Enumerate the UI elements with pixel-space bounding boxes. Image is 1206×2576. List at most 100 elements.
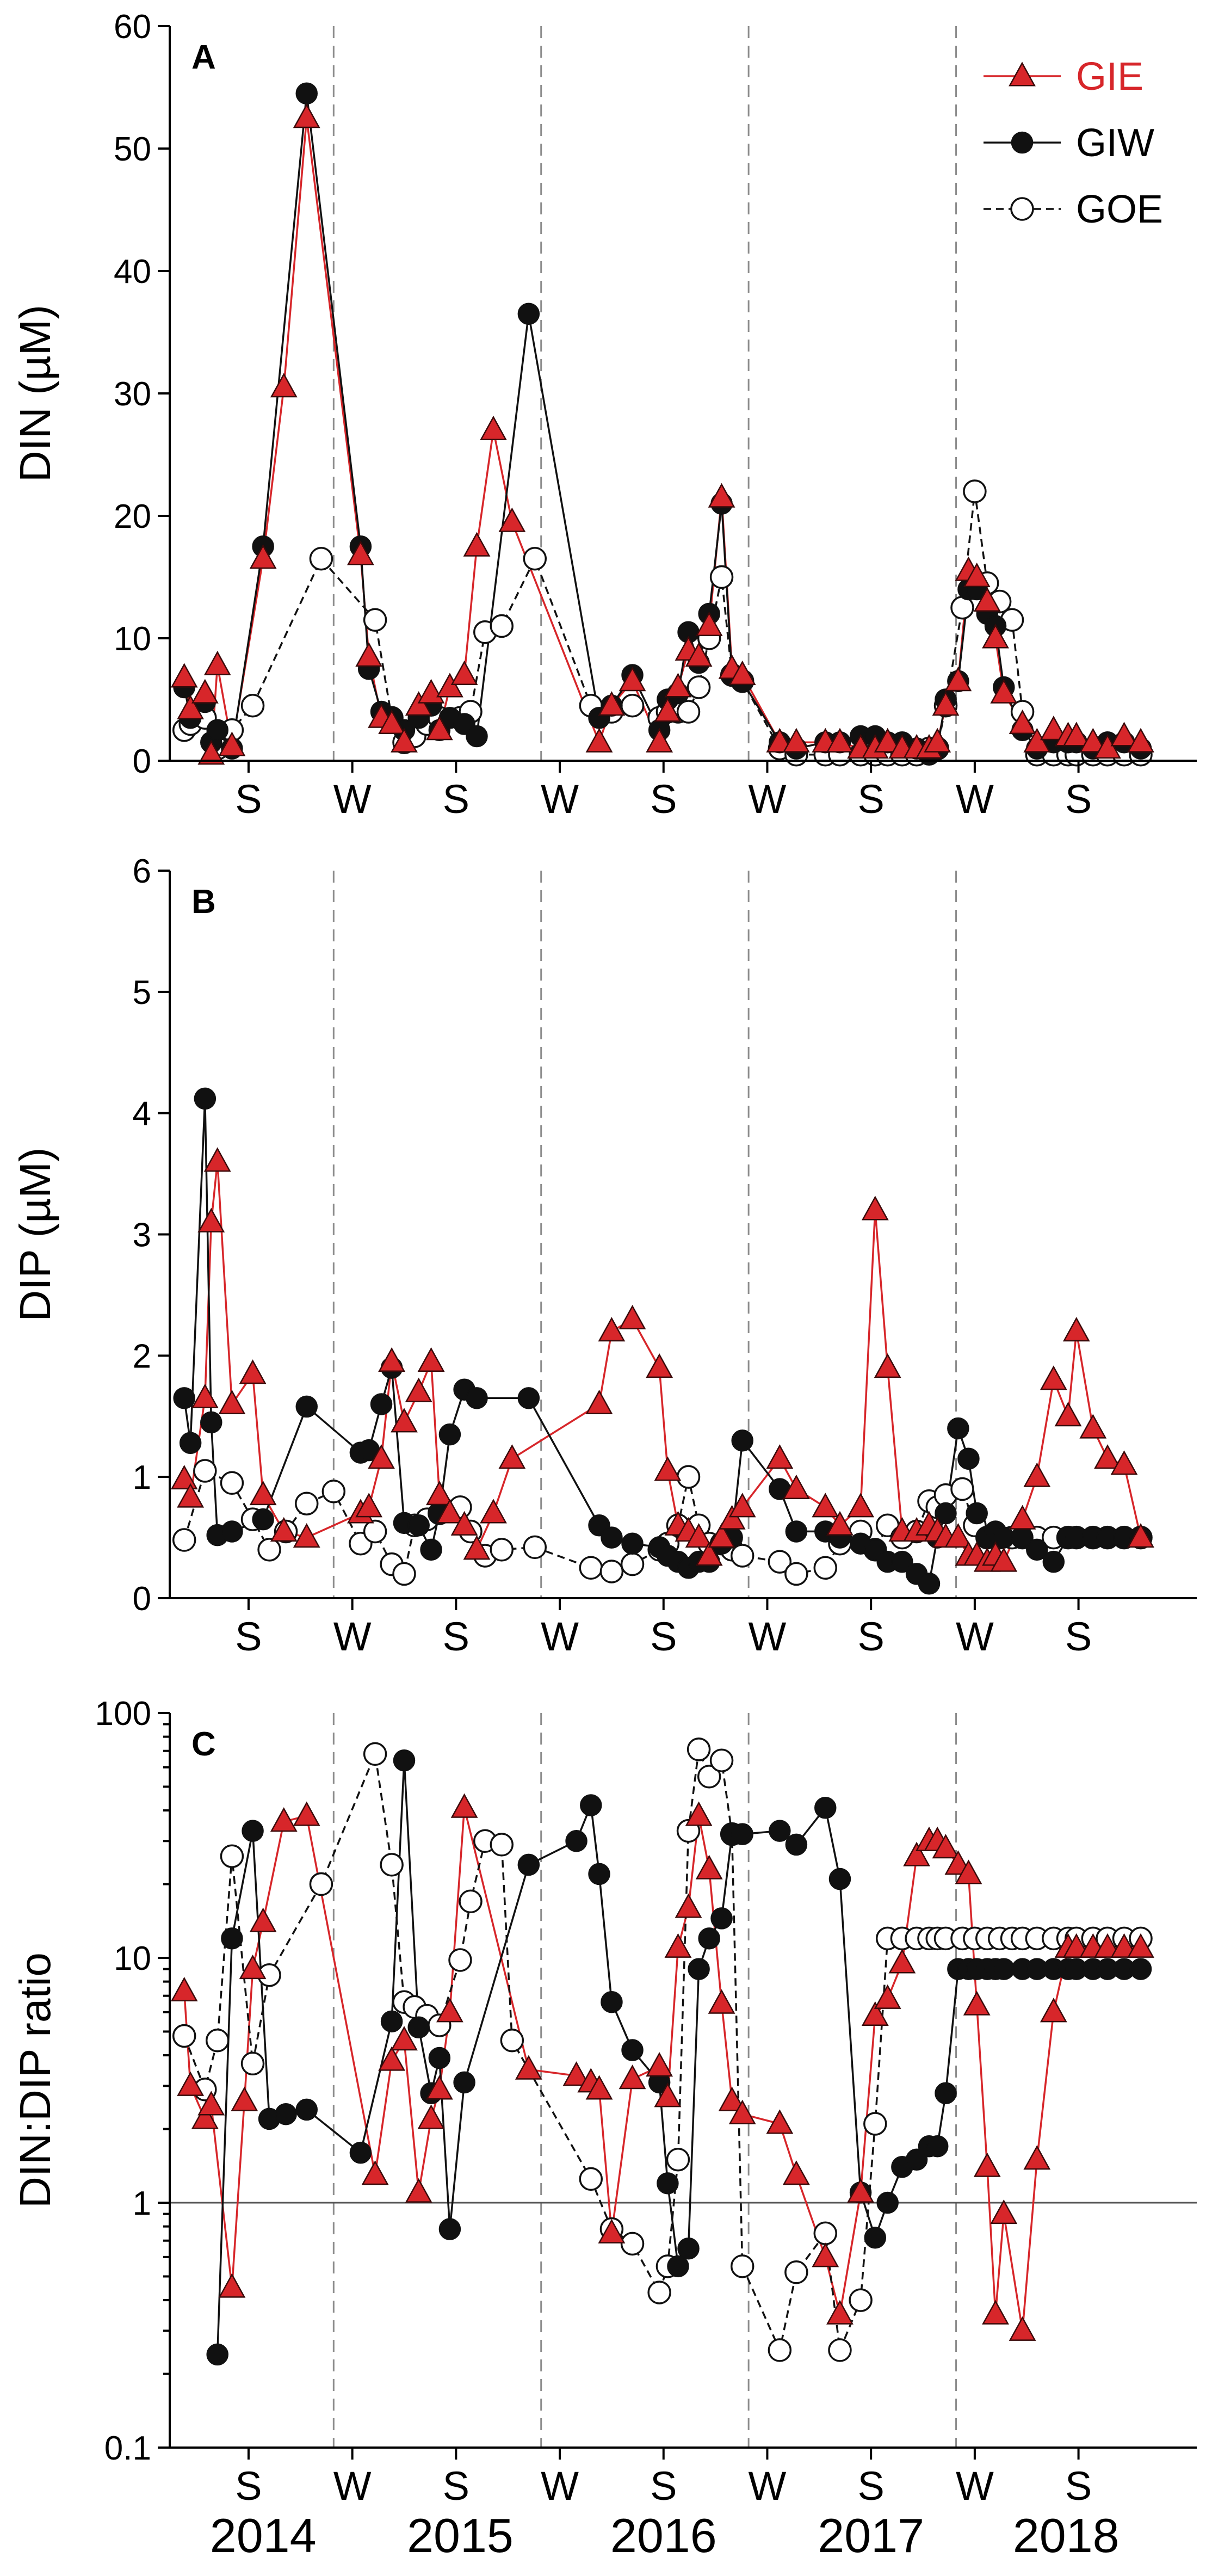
data-point-gie [1062, 722, 1090, 747]
data-point-gie [378, 709, 406, 735]
panel-label-b: B [191, 883, 216, 921]
data-point-gie [955, 1859, 982, 1884]
data-point-gie [695, 1854, 723, 1879]
data-point-gie [197, 740, 225, 765]
data-point-gie [480, 1499, 507, 1524]
data-point-gie [450, 660, 478, 686]
data-point-giw [466, 1387, 488, 1409]
season-label: W [333, 2463, 372, 2509]
data-point-gie [231, 2086, 258, 2111]
data-point-gie [598, 1317, 626, 1342]
data-point-gie [654, 2082, 682, 2107]
data-point-gie [963, 1990, 991, 2016]
series-line-goe [183, 490, 1141, 756]
data-point-giw [517, 1387, 540, 1409]
data-point-gie [177, 2071, 205, 2096]
data-point-gie [766, 1444, 794, 1469]
data-point-goe [240, 694, 265, 718]
data-point-gie [708, 1523, 735, 1548]
data-point-gie [480, 415, 507, 441]
y-tick-label: 60 [114, 8, 151, 46]
data-point-gie [924, 728, 951, 753]
data-point-gie [203, 1147, 231, 1172]
data-point-gie [585, 1389, 613, 1414]
data-point-goe [205, 2029, 230, 2053]
data-point-gie [293, 1523, 320, 1548]
data-point-giw [926, 2135, 949, 2158]
data-point-goe [459, 1889, 483, 1914]
data-point-gie [218, 2273, 246, 2298]
data-point-gie [203, 650, 231, 676]
y-tick-label: 40 [114, 253, 151, 291]
data-point-gie [463, 532, 491, 557]
data-point-goe [363, 1519, 387, 1544]
y-tick-label: 3 [133, 1217, 151, 1254]
data-point-giw [876, 2191, 899, 2214]
data-point-gie [1062, 1933, 1090, 1958]
data-point-gie [1110, 1450, 1138, 1475]
data-point-giw [438, 1423, 461, 1446]
data-point-gie [1062, 1317, 1090, 1342]
data-point-gie [695, 1541, 723, 1566]
season-label: S [1065, 2463, 1092, 2509]
legend-label-goe: GOE [1076, 188, 1163, 231]
panel-b: 0 1 2 3 4 5 6 S W S W S W S W S DIP (µM) B [11, 853, 1197, 1659]
data-point-gie [170, 1976, 198, 2002]
data-point-gie [932, 691, 960, 716]
data-point-goe [490, 1538, 514, 1562]
data-point-gie [436, 1499, 463, 1524]
data-point-gie [391, 2026, 418, 2051]
data-point-gie [1009, 709, 1036, 735]
data-point-gie [708, 1989, 735, 2014]
data-point-gie [963, 562, 991, 588]
data-point-giw [891, 1550, 913, 1573]
data-point-goe [784, 1562, 808, 1586]
data-point-gie [391, 728, 418, 753]
data-point-gie [191, 679, 219, 704]
data-point-gie [888, 1949, 916, 1974]
data-point-gie [861, 2001, 889, 2026]
legend-marker-giw [1011, 131, 1034, 154]
data-point-gie [293, 1801, 320, 1826]
data-point-gie [903, 1841, 931, 1866]
season-label: W [956, 1614, 994, 1659]
season-label: S [858, 2463, 885, 2509]
data-point-gie [685, 1801, 713, 1826]
data-point-goe [709, 565, 734, 589]
season-label: W [749, 777, 787, 822]
data-point-giw [710, 1907, 733, 1930]
data-point-gie [1127, 1523, 1154, 1548]
season-label: S [235, 777, 262, 822]
y-tick-label: 50 [114, 131, 151, 168]
data-point-gie [1079, 728, 1107, 753]
season-label: W [541, 777, 579, 822]
data-point-gie [361, 2160, 389, 2185]
data-point-gie [812, 2242, 839, 2267]
data-point-gie [973, 587, 1001, 612]
data-point-gie [685, 642, 713, 667]
data-point-giw [864, 2226, 887, 2249]
data-point-goe [676, 1465, 701, 1489]
y-tick-label: 30 [114, 375, 151, 413]
data-point-giw [1129, 1958, 1152, 1980]
y-tick-label: 10 [114, 620, 151, 658]
data-point-gie [498, 507, 526, 532]
data-point-gie [826, 728, 854, 753]
data-point-goe [599, 1560, 624, 1583]
data-point-giw [667, 2255, 689, 2278]
data-point-goe [813, 2221, 838, 2245]
data-point-gie [646, 2052, 673, 2077]
data-point-gie [932, 1834, 960, 1859]
y-tick-label: 100 [95, 1695, 151, 1733]
season-label: S [443, 1614, 469, 1659]
data-point-giw [935, 2082, 957, 2105]
year-label: 2014 [210, 2509, 317, 2562]
data-point-giw [698, 1927, 720, 1950]
data-point-goe [676, 700, 701, 724]
data-point-gie [944, 1523, 972, 1548]
data-point-goe [220, 1471, 244, 1495]
data-point-gie [270, 373, 298, 398]
season-label: W [541, 1614, 579, 1659]
data-point-giw [295, 2098, 318, 2121]
data-point-giw [370, 1393, 393, 1415]
